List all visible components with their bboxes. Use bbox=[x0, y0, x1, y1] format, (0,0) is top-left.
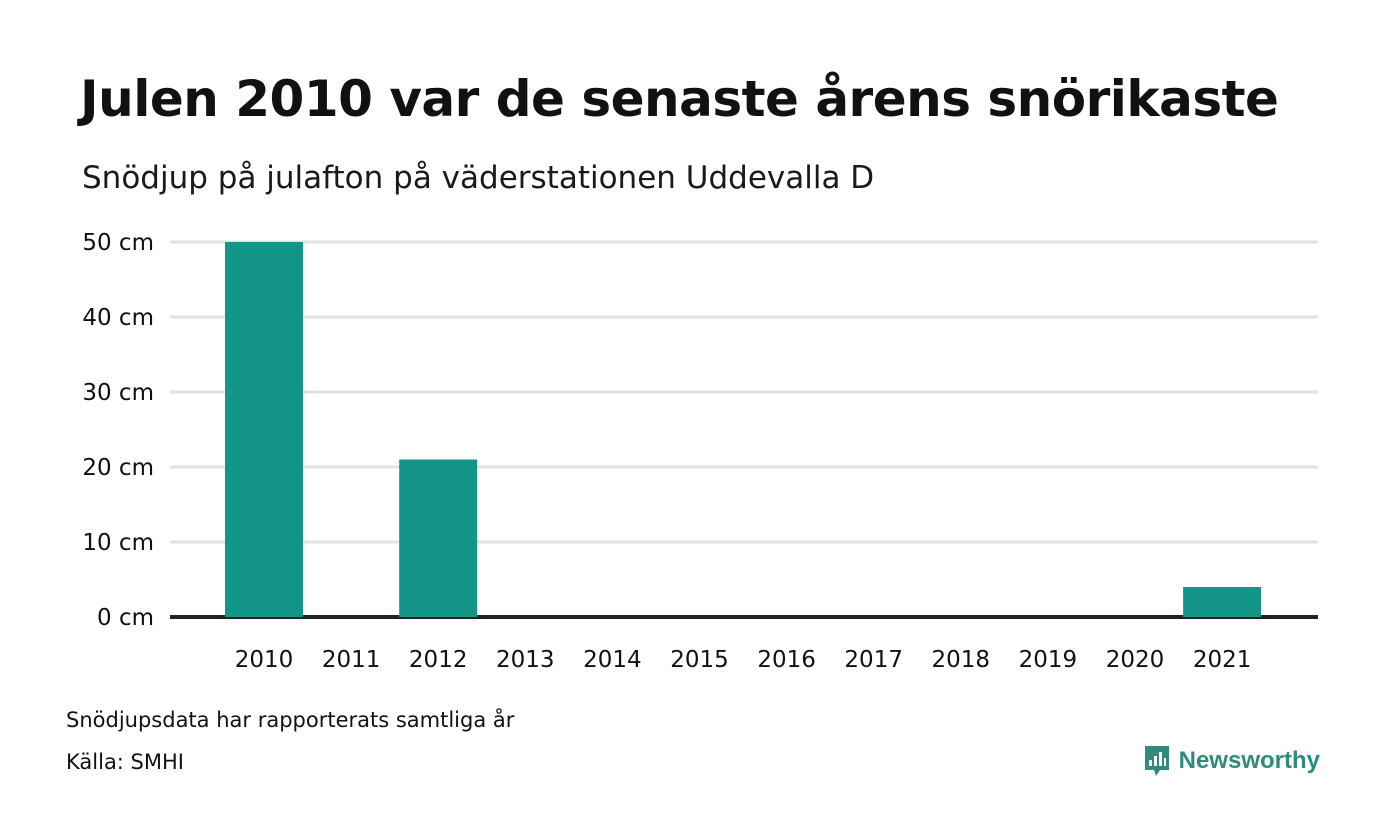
y-tick-label: 30 cm bbox=[82, 380, 154, 406]
bar-2012 bbox=[399, 459, 478, 617]
data-note: Snödjupsdata har rapporterats samtliga å… bbox=[66, 708, 515, 732]
x-tick-label: 2014 bbox=[583, 647, 642, 673]
x-tick-label: 2010 bbox=[235, 647, 294, 673]
chart-title: Julen 2010 var de senaste årens snörikas… bbox=[80, 70, 1279, 128]
x-tick-label: 2021 bbox=[1193, 647, 1252, 673]
logo-text: Newsworthy bbox=[1178, 747, 1320, 774]
y-tick-label: 40 cm bbox=[82, 305, 154, 331]
x-tick-label: 2016 bbox=[757, 647, 816, 673]
x-tick-label: 2013 bbox=[496, 647, 555, 673]
x-tick-label: 2020 bbox=[1106, 647, 1165, 673]
y-tick-label: 20 cm bbox=[82, 455, 154, 481]
bar-2021 bbox=[1183, 587, 1262, 617]
y-tick-label: 10 cm bbox=[82, 530, 154, 556]
x-tick-label: 2017 bbox=[844, 647, 903, 673]
x-tick-label: 2012 bbox=[409, 647, 468, 673]
bar-chart-bubble-icon bbox=[1144, 746, 1169, 776]
x-tick-label: 2015 bbox=[670, 647, 729, 673]
x-tick-label: 2011 bbox=[322, 647, 381, 673]
newsworthy-logo: Newsworthy bbox=[1143, 744, 1320, 778]
x-tick-label: 2019 bbox=[1019, 647, 1078, 673]
y-tick-label: 0 cm bbox=[97, 605, 154, 631]
y-tick-label: 50 cm bbox=[82, 230, 154, 256]
source-label: Källa: SMHI bbox=[66, 750, 184, 774]
chart-subtitle: Snödjup på julafton på väderstationen Ud… bbox=[82, 160, 875, 196]
bar-2010 bbox=[225, 242, 303, 617]
x-tick-label: 2018 bbox=[932, 647, 991, 673]
